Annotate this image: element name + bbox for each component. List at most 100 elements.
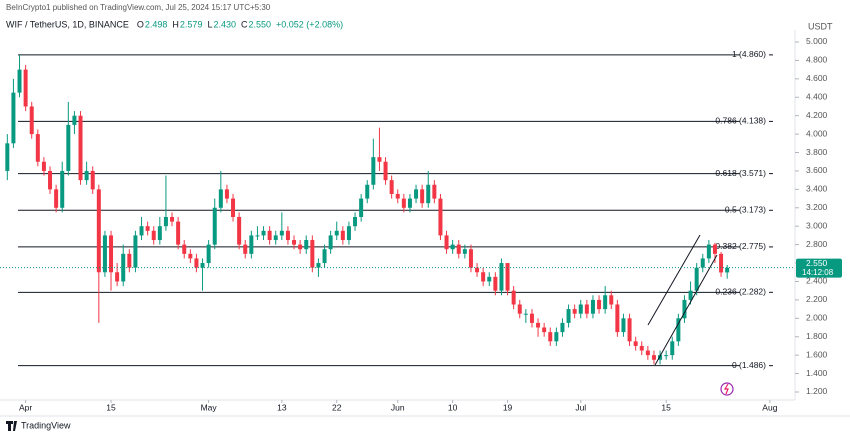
candle-body (603, 295, 608, 310)
candle (645, 345, 650, 360)
candle-body (426, 184, 431, 204)
candle (414, 184, 419, 204)
x-tick-label: 22 (332, 402, 342, 412)
candle (310, 235, 315, 273)
candle (664, 350, 669, 360)
candle (273, 230, 278, 245)
candle-body (304, 240, 309, 250)
candle-body (212, 207, 217, 245)
ohlc-key: C (241, 19, 248, 29)
candle (304, 235, 309, 254)
channel-lower (654, 254, 718, 366)
icon-bolt (723, 383, 729, 395)
candle-body (511, 290, 516, 305)
countdown: 14:12:08 (802, 268, 834, 277)
candle-body (292, 240, 297, 245)
candle (157, 216, 162, 245)
candle (639, 341, 644, 356)
candle (615, 299, 620, 337)
candle (389, 175, 394, 199)
candle (224, 184, 229, 204)
candle-body (505, 263, 510, 291)
candle (212, 198, 217, 250)
candle (688, 281, 693, 305)
fib-label: 0.786 (4.138) (715, 116, 766, 126)
candle-body (346, 226, 351, 241)
candle-body (615, 304, 620, 333)
candle (72, 111, 77, 135)
candle (377, 127, 382, 171)
candle-body (664, 355, 669, 357)
candle (218, 170, 223, 213)
candle (17, 54, 22, 98)
candle (511, 286, 516, 310)
candle-body (712, 244, 717, 254)
candle-body (218, 189, 223, 208)
candle-body (78, 115, 83, 181)
candle (523, 309, 528, 323)
candle (633, 336, 638, 351)
candle (462, 244, 467, 259)
candle-body (255, 235, 260, 237)
ohlc-key: H (172, 19, 179, 29)
y-tick-label: 3.400 (806, 184, 828, 194)
alert-icon[interactable] (720, 382, 734, 396)
candle-body (395, 193, 400, 199)
candle (560, 318, 565, 337)
candle (340, 226, 345, 245)
fib-label: 0.618 (3.571) (715, 168, 766, 178)
candle (133, 230, 138, 273)
candle-body (529, 313, 534, 323)
y-tick-label: 4.600 (806, 73, 828, 83)
candle-body (554, 332, 559, 342)
x-tick-label: Aug (762, 402, 777, 412)
y-tick-label: 1.600 (806, 349, 828, 359)
candle (706, 240, 711, 264)
candle (609, 290, 614, 310)
candle-body (151, 230, 156, 241)
candle-body (54, 189, 59, 208)
candle (627, 313, 632, 346)
candle-body (96, 189, 101, 273)
candle-body (639, 345, 644, 351)
candle-body (444, 235, 449, 250)
candle (231, 193, 236, 222)
candle (78, 111, 83, 185)
candle (651, 350, 656, 365)
ohlc-value: 2.498 (145, 19, 168, 29)
ohlc-value: 2.550 (249, 19, 272, 29)
y-tick-label: 3.800 (806, 147, 828, 157)
y-tick-label: 1.200 (806, 386, 828, 396)
y-tick-label: 2.000 (806, 313, 828, 323)
candle (115, 263, 120, 287)
candle (468, 244, 473, 273)
candle-body (578, 304, 583, 314)
candle-body (548, 332, 553, 342)
candle (188, 249, 193, 264)
candle-body (487, 276, 492, 282)
candle-body (359, 198, 364, 217)
x-tick-label: 15 (106, 402, 116, 412)
candle (353, 212, 358, 231)
candle-body (682, 299, 687, 319)
candle-body (102, 235, 107, 273)
brand: TradingView (21, 420, 71, 430)
candle (536, 318, 541, 337)
candle-body (285, 230, 290, 241)
candle-body (23, 69, 28, 107)
candle-body (133, 235, 138, 268)
candle (237, 212, 242, 250)
candle (54, 184, 59, 213)
candle-body (688, 290, 693, 300)
candle-body (560, 322, 565, 333)
candle (432, 180, 437, 204)
y-tick-label: 3.600 (806, 165, 828, 175)
x-tick-label: 10 (448, 402, 458, 412)
candle-body (725, 267, 730, 273)
candle-body (243, 244, 248, 254)
candle-body (609, 295, 614, 305)
candle (96, 184, 101, 323)
candle-body (109, 235, 114, 273)
candle-body (597, 299, 602, 310)
